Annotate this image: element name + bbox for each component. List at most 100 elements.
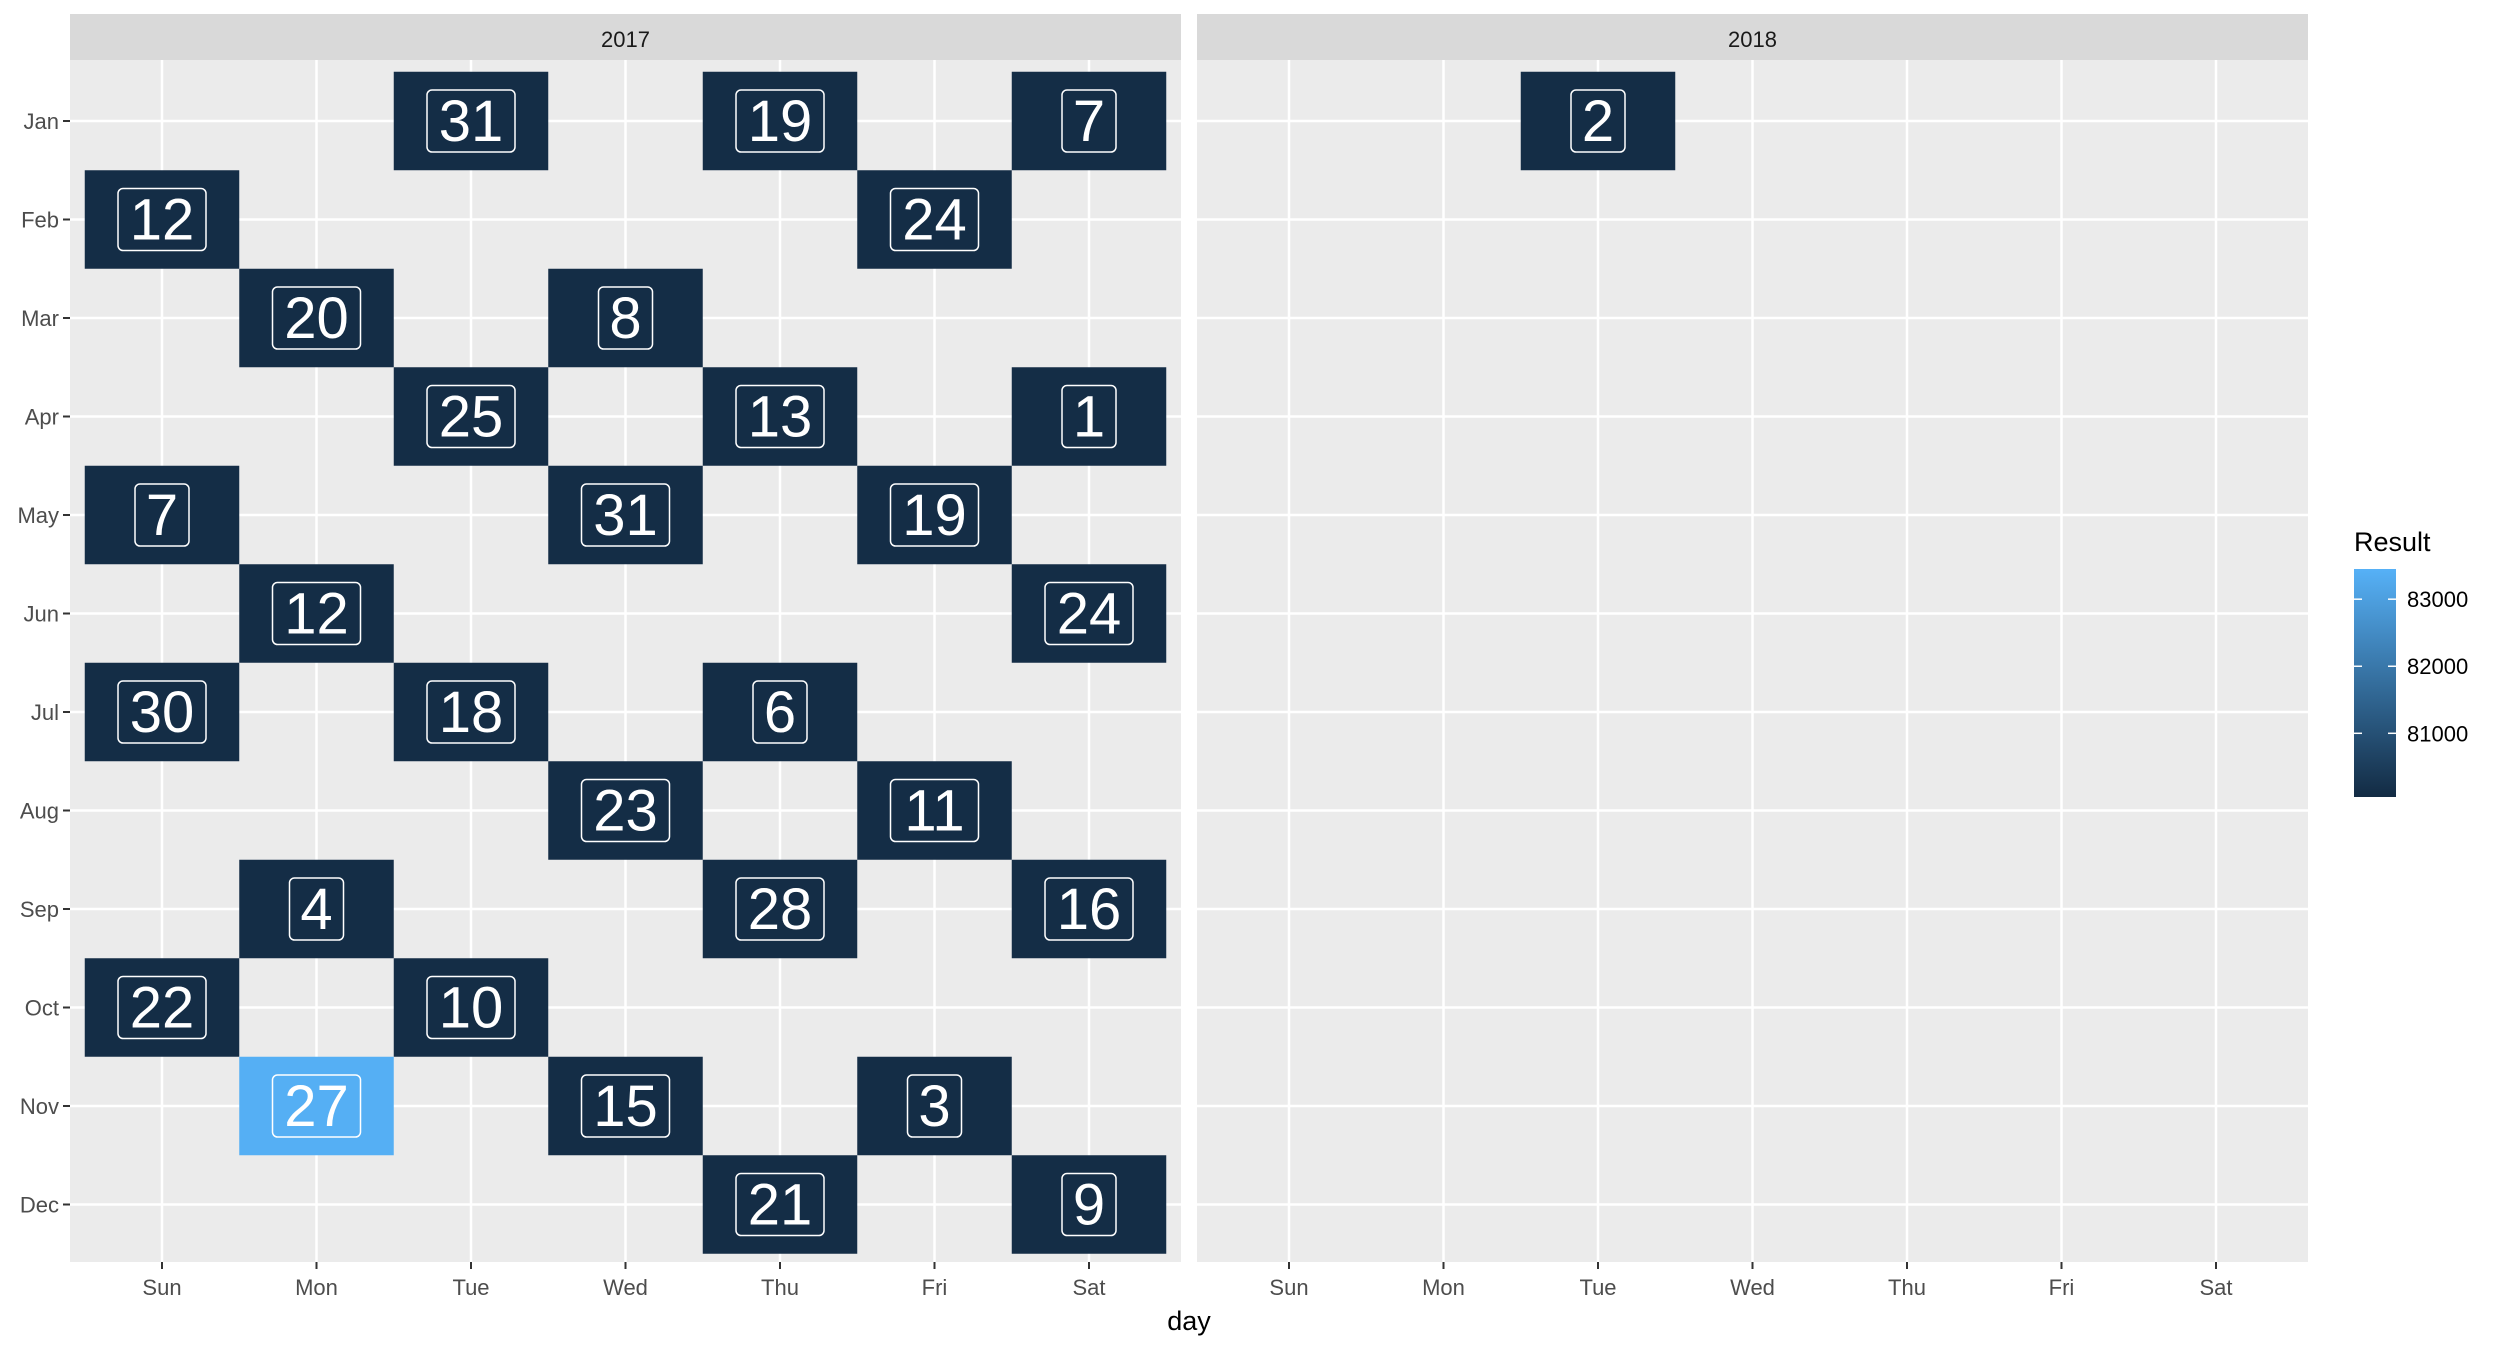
tile-rect — [1011, 859, 1167, 959]
tile-rect — [857, 1056, 1012, 1156]
heatmap-tile: 9 — [1011, 1155, 1167, 1254]
heatmap-tile: 21 — [702, 1155, 858, 1254]
tile-label-box — [580, 1074, 671, 1138]
tile-rect — [393, 71, 549, 171]
tile-rect — [84, 170, 240, 269]
tile-label: 30 — [130, 680, 195, 745]
y-tick-label: May — [17, 503, 59, 528]
y-tick-label: Feb — [21, 208, 59, 233]
tile-rect — [548, 268, 703, 368]
tile-label-box — [735, 1172, 825, 1237]
tile-rect — [548, 1056, 703, 1156]
x-tick-label: Mon — [1422, 1275, 1465, 1300]
heatmap-tile: 7 — [84, 465, 240, 565]
tile-rect — [239, 268, 394, 368]
heatmap-tile: 7 — [1011, 71, 1167, 171]
heatmap-tile: 20 — [239, 268, 394, 368]
tile-rect — [84, 662, 240, 762]
heatmap-tile: 30 — [84, 662, 240, 762]
heatmap-tile: 31 — [393, 71, 549, 171]
tile-label-box — [426, 89, 516, 153]
y-tick-label: Sep — [20, 897, 59, 922]
x-tick-label: Sun — [142, 1275, 181, 1300]
tile-label: 22 — [130, 976, 195, 1041]
facet-strip-label: 2018 — [1728, 27, 1777, 52]
tile-label-box — [271, 581, 362, 646]
tile-rect — [1520, 71, 1676, 171]
x-tick-label: Sat — [1072, 1275, 1105, 1300]
heatmap-tile: 27 — [239, 1056, 394, 1156]
tile-rect — [84, 958, 240, 1057]
tile-rect — [84, 465, 240, 565]
tile-label: 20 — [284, 286, 349, 351]
legend: Result 81000 82000 83000 — [2354, 527, 2468, 797]
tile-label: 27 — [284, 1074, 349, 1139]
tile-rect — [239, 564, 394, 663]
tile-label-box — [889, 187, 980, 252]
x-tick-label: Tue — [452, 1275, 489, 1300]
tile-label-box — [1570, 89, 1626, 153]
tile-label-box — [889, 483, 980, 547]
y-tick-label: Dec — [20, 1193, 59, 1218]
y-tick-label: Jun — [24, 602, 59, 627]
tile-label-box — [1061, 384, 1117, 449]
tile-label: 7 — [146, 483, 178, 548]
heatmap-tile: 2 — [1520, 71, 1676, 171]
tile-label-box — [117, 187, 207, 252]
tile-rect — [702, 367, 858, 466]
tile-rect — [702, 1155, 858, 1254]
tile-label-box — [735, 89, 825, 153]
tile-label-box — [426, 975, 516, 1040]
tile-label: 31 — [593, 483, 658, 548]
tile-rect — [393, 367, 549, 466]
x-tick-label: Mon — [295, 1275, 338, 1300]
tile-rect — [1011, 71, 1167, 171]
tile-rect — [857, 761, 1012, 860]
tile-rect — [393, 958, 549, 1057]
tile-label: 18 — [439, 680, 504, 745]
tile-rect — [239, 859, 394, 959]
facet-strip-label: 2017 — [601, 27, 650, 52]
tile-label: 7 — [1073, 89, 1105, 154]
tile-label-box — [906, 1074, 963, 1138]
heatmap-tile: 11 — [857, 761, 1012, 860]
y-tick-label: Aug — [20, 799, 59, 824]
tile-rect — [857, 465, 1012, 565]
tile-label: 12 — [130, 188, 195, 253]
tile-label: 21 — [748, 1173, 813, 1238]
tile-label: 24 — [1057, 582, 1122, 647]
x-tick-label: Wed — [603, 1275, 648, 1300]
heatmap-tile: 28 — [702, 859, 858, 959]
tile-label-box — [580, 778, 671, 843]
tile-label-box — [580, 483, 671, 547]
y-tick-label: Jul — [31, 700, 59, 725]
tile-rect — [1011, 367, 1167, 466]
x-tick-label: Thu — [1888, 1275, 1926, 1300]
heatmap-tile: 1 — [1011, 367, 1167, 466]
heatmap-tile: 6 — [702, 662, 858, 762]
tile-rect — [857, 170, 1012, 269]
heatmap-tile: 18 — [393, 662, 549, 762]
heatmap-tile: 19 — [857, 465, 1012, 565]
tile-label: 24 — [902, 188, 967, 253]
heatmap-tile: 22 — [84, 958, 240, 1057]
tile-label: 9 — [1073, 1173, 1105, 1238]
tile-label: 13 — [748, 385, 813, 450]
heatmap-tile: 24 — [857, 170, 1012, 269]
tile-rect — [393, 662, 549, 762]
tile-label-box — [117, 680, 207, 744]
tile-rect — [1011, 1155, 1167, 1254]
tile-label-box — [271, 1074, 362, 1138]
y-tick-label: Mar — [21, 306, 59, 331]
heatmap-tile: 31 — [548, 465, 703, 565]
tile-label: 4 — [300, 877, 332, 942]
x-axis-title: day — [1167, 1306, 1211, 1336]
legend-title: Result — [2354, 527, 2431, 557]
heatmap-tile: 19 — [702, 71, 858, 171]
tile-label-box — [735, 384, 825, 449]
heatmap-tile: 12 — [84, 170, 240, 269]
tile-rect — [548, 465, 703, 565]
tile-label: 2 — [1582, 89, 1614, 154]
tile-label: 25 — [439, 385, 504, 450]
tile-label: 10 — [439, 976, 504, 1041]
